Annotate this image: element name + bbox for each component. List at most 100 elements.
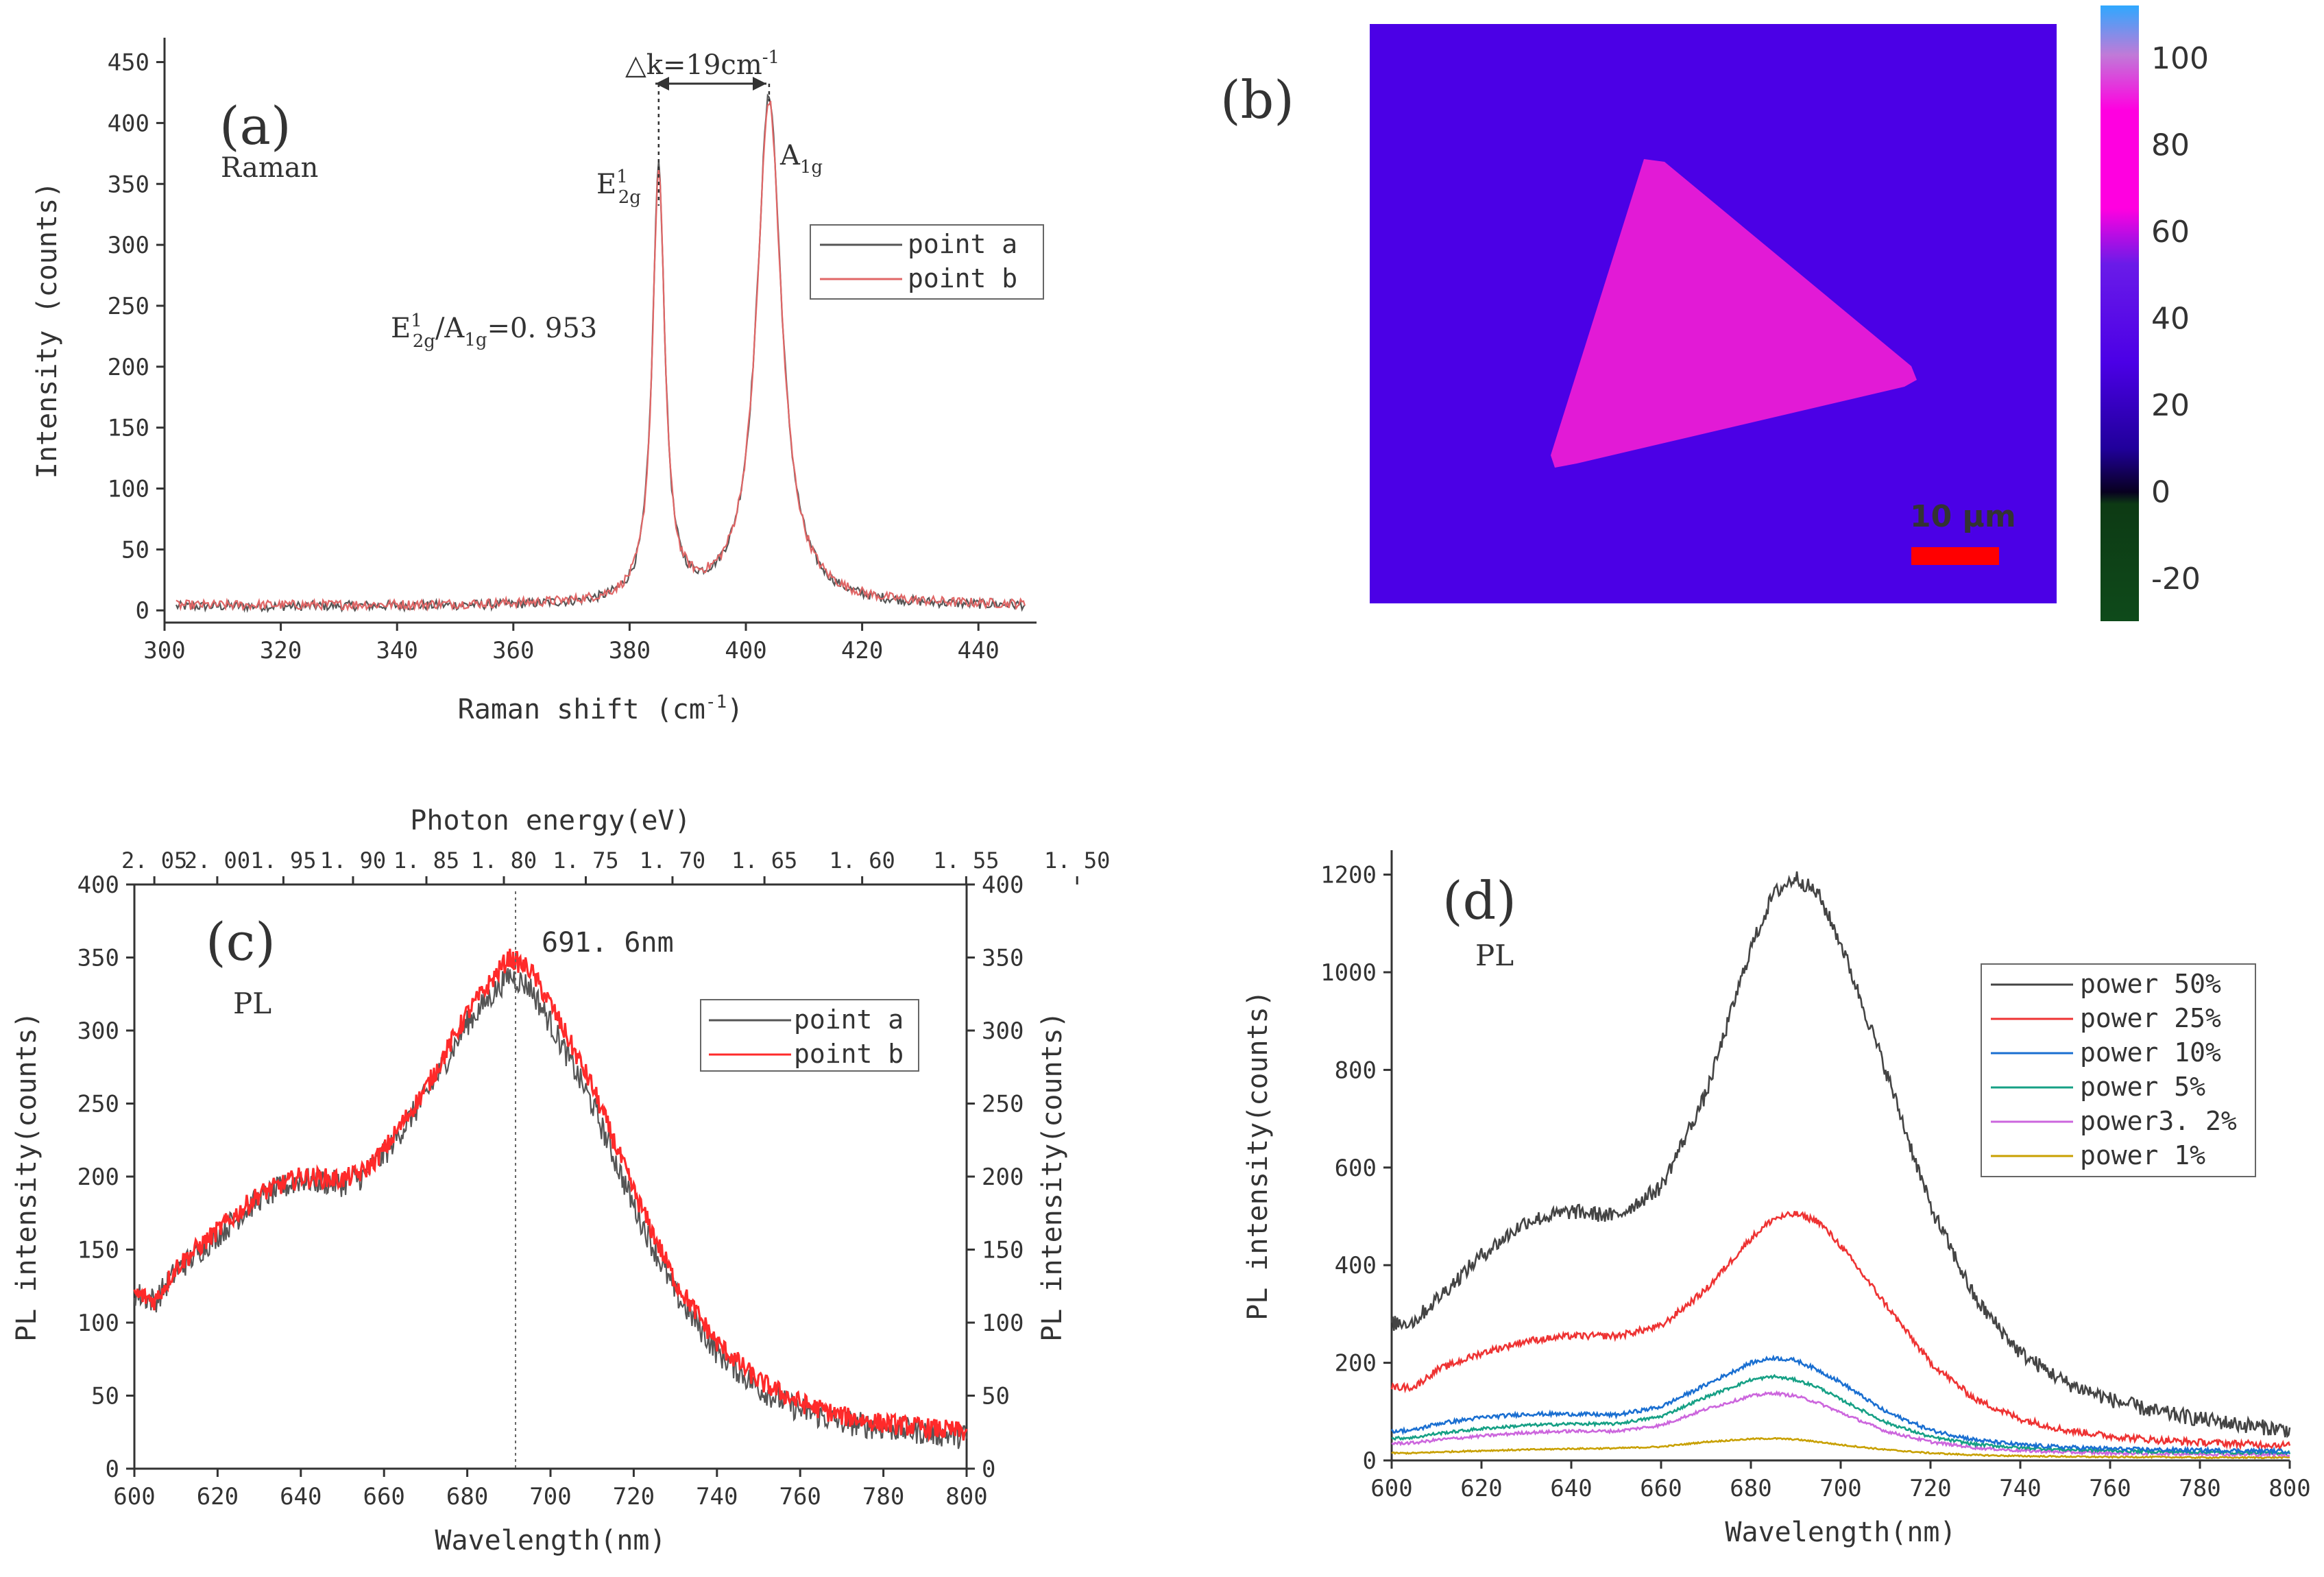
panel-a-ratio-annotation: E1 2g/A1g=0. 953	[391, 311, 597, 352]
panel-c-top-tick-label: 2. 05	[121, 847, 187, 874]
panel-b-scale-bar	[1911, 547, 1999, 565]
panel-c-technique-label: PL	[233, 987, 271, 1020]
panel-d-y-axis-label: PL intensity(counts)	[1242, 990, 1274, 1321]
panel-c-x-tick-label: 600	[113, 1483, 155, 1510]
panel-c-y-tick-label: 400	[77, 871, 119, 899]
panel-a-delta-annotation: △k=19cm-1	[625, 47, 779, 81]
panel-b-flake	[1551, 159, 1917, 468]
panel-d-label: (d)	[1442, 870, 1516, 931]
panel-c-right-tick-label: 350	[982, 945, 1024, 972]
panel-a-x-tick-label: 340	[376, 637, 417, 664]
panel-c-right-tick-label: 250	[982, 1091, 1024, 1118]
panel-a-y-tick-label: 350	[108, 171, 149, 198]
panel-a-legend-label: point b	[908, 263, 1017, 293]
panel-d-series-power-1	[1391, 1436, 2290, 1460]
panel-c-x-tick-label: 680	[446, 1483, 488, 1510]
panel-b-intensity-map: (b) 10 µm 100 80 60 40 20 0 -20	[1220, 5, 2209, 621]
panel-c-right-y-axis-label: PL intensity(counts)	[1037, 1011, 1068, 1342]
panel-a-delta-arrow-left-head	[655, 77, 669, 91]
panel-a-x-tick-label: 300	[143, 637, 185, 664]
panel-c-right-tick-label: 0	[982, 1456, 995, 1483]
panel-a-raman-chart: 300 320 340 360 380 400 420 440 0 50 100 150 200 250 3…	[32, 38, 1044, 725]
panel-d-series-power-25	[1390, 1210, 2291, 1451]
panel-a-technique-label: Raman	[221, 152, 318, 184]
panel-c-top-tick-label: 1. 55	[933, 847, 999, 874]
panel-d-x-tick-label: 760	[2089, 1475, 2131, 1502]
panel-a-y-tick-label: 0	[136, 597, 149, 625]
panel-d-x-tick-label: 640	[1550, 1475, 1592, 1502]
panel-d-legend-label: power 10%	[2080, 1037, 2221, 1068]
panel-a-y-tick-label: 250	[108, 293, 149, 320]
panel-d-legend: power 50% power 25% power 10% power 5% power…	[1981, 963, 2256, 1177]
panel-a-legend: point a point b	[810, 224, 1044, 300]
panel-c-x-axis-label: Wavelength(nm)	[435, 1525, 666, 1556]
panel-d-x-tick-label: 660	[1640, 1475, 1682, 1502]
panel-d-x-tick-label: 780	[2179, 1475, 2220, 1502]
panel-a-x-tick-label: 380	[609, 637, 651, 664]
panel-c-top-tick-label: 1. 80	[471, 847, 537, 874]
panel-c-x-tick-label: 800	[945, 1483, 987, 1510]
panel-c-legend: point a point b	[700, 999, 919, 1072]
panel-c-top-tick-label: 1. 70	[640, 847, 705, 874]
panel-a-x-axis-label: Raman shift (cm-1)	[458, 692, 744, 725]
panel-d-y-tick-label: 200	[1335, 1350, 1377, 1377]
panel-c-legend-box	[700, 999, 919, 1072]
panel-d-x-tick-label: 620	[1460, 1475, 1502, 1502]
panel-c-series-point-a	[133, 965, 968, 1449]
panel-a-x-tick-label: 420	[841, 637, 883, 664]
panel-c-series-point-b	[133, 948, 968, 1443]
panel-d-x-tick-label: 740	[1999, 1475, 2041, 1502]
panel-a-y-axis-label: Intensity (counts)	[32, 182, 63, 479]
panel-a-legend-box	[810, 224, 1044, 300]
panel-d-power-pl-chart: 600 620 640 660 680 700 720 740 760 780 800 0 200 400…	[1242, 850, 2311, 1548]
panel-d-legend-label: power 50%	[2080, 969, 2221, 999]
panel-d-y-tick-label: 1200	[1320, 862, 1377, 889]
panel-d-series-power-5	[1391, 1373, 2291, 1456]
panel-c-y-tick-label: 150	[77, 1237, 119, 1264]
panel-d-x-tick-label: 600	[1370, 1475, 1412, 1502]
panel-b-label: (b)	[1220, 69, 1294, 130]
panel-d-legend-label: power3. 2%	[2080, 1106, 2237, 1136]
panel-c-right-tick-label: 300	[982, 1018, 1024, 1045]
panel-d-x-tick-label: 720	[1909, 1475, 1951, 1502]
panel-c-x-tick-label: 720	[613, 1483, 655, 1510]
panel-a-series-point-b	[175, 100, 1026, 612]
panel-d-y-tick-label: 400	[1335, 1252, 1377, 1279]
panel-c-top-tick-label: 2. 00	[184, 847, 250, 874]
panel-a-legend-label: point a	[908, 229, 1017, 259]
panel-b-colorbar-tick-label: 100	[2151, 41, 2209, 76]
panel-c-top-tick-label: 1. 95	[250, 847, 316, 874]
panel-b-colorbar-ticks: 100 80 60 40 20 0 -20	[2151, 41, 2209, 597]
panel-b-scale-bar-label: 10 µm	[1910, 499, 2016, 534]
panel-b-colorbar-tick-label: -20	[2151, 562, 2201, 597]
panel-c-y-tick-label: 350	[77, 945, 119, 972]
panel-c-top-axis-label: Photon energy(eV)	[410, 805, 690, 836]
panel-c-y-tick-label: 100	[77, 1310, 119, 1337]
panel-c-legend-label: point a	[794, 1004, 904, 1035]
panel-d-legend-label: power 5%	[2080, 1072, 2205, 1102]
panel-c-x-tick-label: 620	[197, 1483, 239, 1510]
panel-b-colorbar	[2101, 5, 2139, 621]
panel-a-y-tick-label: 150	[108, 415, 149, 442]
panel-a-peak1-label: E1 2g	[596, 167, 641, 208]
panel-c-x-tick-label: 640	[280, 1483, 322, 1510]
panel-a-label: (a)	[219, 95, 291, 156]
panel-a-y-tick-label: 400	[108, 110, 149, 137]
panel-d-y-tick-label: 0	[1363, 1447, 1377, 1475]
panel-a-y-tick-label: 450	[108, 49, 149, 77]
panel-c-top-tick-label: 1. 50	[1044, 847, 1110, 874]
panel-c-y-tick-label: 50	[91, 1383, 119, 1410]
panel-d-series-power-50	[1390, 871, 2291, 1438]
panel-a-x-tick-label: 400	[725, 637, 766, 664]
panel-d-x-axis-label: Wavelength(nm)	[1725, 1517, 1956, 1548]
panel-c-top-tick-label: 1. 60	[829, 847, 895, 874]
panel-d-legend-label: power 25%	[2080, 1003, 2221, 1033]
panel-d-series-power-10	[1390, 1354, 2290, 1456]
panel-a-delta-arrow-right-head	[753, 77, 766, 91]
panel-c-y-tick-label: 300	[77, 1018, 119, 1045]
panel-c-y-tick-label: 0	[106, 1456, 119, 1483]
panel-c-y-axis-label: PL intensity(counts)	[11, 1011, 43, 1342]
